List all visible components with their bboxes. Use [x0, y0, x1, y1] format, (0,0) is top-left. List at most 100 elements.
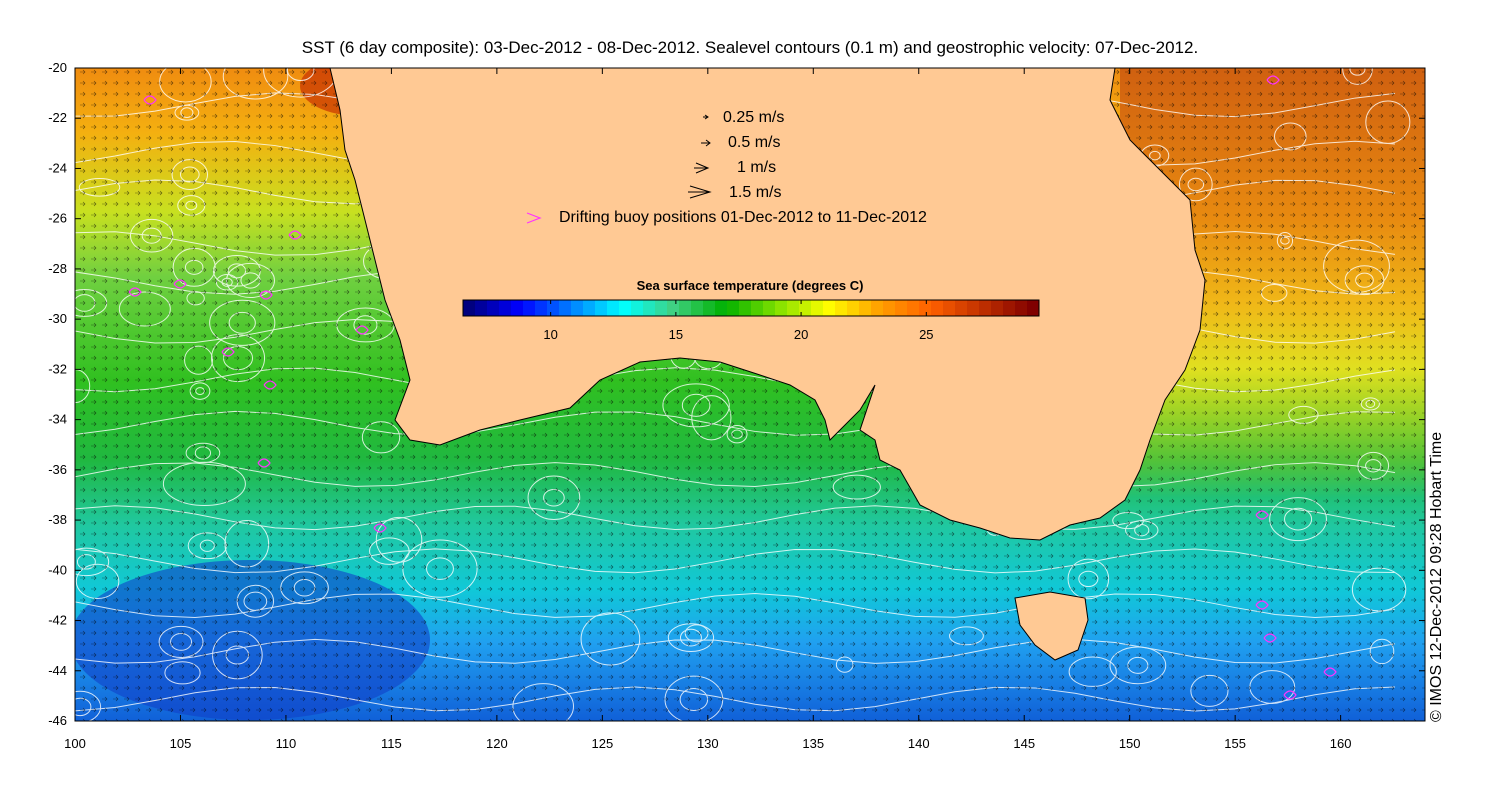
colorbar-cell — [643, 300, 656, 316]
buoy-track — [263, 380, 277, 390]
x-tick-label: 140 — [908, 736, 930, 751]
buoy-track — [143, 95, 157, 105]
colorbar-cell — [679, 300, 692, 316]
buoy-track — [1323, 667, 1337, 677]
y-tick-label: -24 — [48, 160, 67, 175]
colorbar-cell — [739, 300, 752, 316]
colorbar-cell — [907, 300, 920, 316]
y-tick-label: -32 — [48, 361, 67, 376]
colorbar-cell — [1027, 300, 1040, 316]
colorbar-cell — [895, 300, 908, 316]
buoy-track — [1263, 633, 1277, 643]
y-tick-label: -20 — [48, 60, 67, 75]
y-tick-label: -28 — [48, 261, 67, 276]
colorbar-title: Sea surface temperature (degrees C) — [637, 278, 864, 293]
y-tick-label: -44 — [48, 663, 67, 678]
x-tick-label: 160 — [1330, 736, 1352, 751]
colorbar-cell — [631, 300, 644, 316]
legend-arrow-025 — [703, 114, 709, 120]
colorbar-cell — [955, 300, 968, 316]
y-tick-label: -38 — [48, 512, 67, 527]
buoy-track — [173, 279, 187, 289]
x-tick-label: 110 — [276, 736, 297, 751]
colorbar-cell — [583, 300, 596, 316]
colorbar-cell — [691, 300, 704, 316]
colorbar-cell — [1015, 300, 1028, 316]
colorbar-cell — [487, 300, 500, 316]
colorbar-cell — [943, 300, 956, 316]
x-tick-label: 120 — [486, 736, 508, 751]
colorbar-tick-label: 25 — [919, 327, 933, 342]
colorbar-cell — [919, 300, 932, 316]
buoy-track — [1255, 510, 1269, 520]
colorbar-cell — [967, 300, 980, 316]
colorbar-cell — [595, 300, 608, 316]
x-tick-label: 125 — [591, 736, 613, 751]
x-tick-label: 115 — [381, 736, 402, 751]
buoy-track — [373, 523, 387, 533]
y-axis: -20 -22 -24 -26 -28 -30 -32 -34 -36 -38 -40 -42 -44 -… — [48, 60, 1425, 728]
colorbar-tick-label: 10 — [543, 327, 557, 342]
colorbar-cell — [775, 300, 788, 316]
colorbar-cell — [571, 300, 584, 316]
colorbar-cell — [703, 300, 716, 316]
y-tick-label: -46 — [48, 713, 67, 728]
colorbar-cell — [607, 300, 620, 316]
colorbar-cell — [991, 300, 1004, 316]
plot-frame — [74, 67, 1426, 722]
y-tick-label: -22 — [48, 110, 67, 125]
y-tick-label: -42 — [48, 613, 67, 628]
credit-label: © IMOS 12-Dec-2012 09:28 Hobart Time — [1428, 431, 1445, 722]
tasmania — [1014, 591, 1089, 661]
legend-arrow-15 — [688, 185, 712, 199]
buoy-legend-label: Drifting buoy positions 01-Dec-2012 to 1… — [559, 209, 927, 226]
buoy-track — [288, 230, 302, 240]
colorbar-cell — [667, 300, 680, 316]
colorbar-tick-label: 15 — [669, 327, 683, 342]
colorbar-cell — [655, 300, 668, 316]
buoy-track — [1255, 600, 1269, 610]
colorbar-cell — [715, 300, 728, 316]
x-tick-label: 155 — [1224, 736, 1246, 751]
y-tick-label: -36 — [48, 462, 67, 477]
buoy-track — [257, 458, 271, 468]
colorbar-cell — [535, 300, 548, 316]
y-tick-label: -40 — [48, 562, 67, 577]
colorbar-cell — [547, 300, 560, 316]
colorbar-cell — [931, 300, 944, 316]
x-tick-label: 135 — [802, 736, 824, 751]
colorbar-cell — [499, 300, 512, 316]
x-axis: 100 105 110 115 120 125 130 135 140 145 150 155 160 — [64, 68, 1351, 751]
x-tick-label: 145 — [1013, 736, 1035, 751]
colorbar-cell — [799, 300, 812, 316]
x-tick-label: 150 — [1119, 736, 1141, 751]
legend-label-15: 1.5 m/s — [729, 184, 781, 201]
buoy-track — [1283, 690, 1297, 700]
colorbar-cell — [811, 300, 824, 316]
colorbar-cell — [859, 300, 872, 316]
colorbar-cell — [511, 300, 524, 316]
colorbar-cell — [787, 300, 800, 316]
colorbar-cell — [463, 300, 476, 316]
y-tick-label: -34 — [48, 412, 67, 427]
x-tick-label: 105 — [170, 736, 192, 751]
colorbar-frame — [462, 299, 1040, 317]
colorbar-tick-label: 20 — [794, 327, 808, 342]
legend-label-1: 1 m/s — [737, 159, 776, 176]
buoy-legend-icon — [526, 212, 542, 224]
x-tick-label: 130 — [697, 736, 719, 751]
y-tick-label: -26 — [48, 211, 67, 226]
colorbar-cell — [847, 300, 860, 316]
colorbar-cell — [883, 300, 896, 316]
colorbar-cell — [835, 300, 848, 316]
y-tick-label: -30 — [48, 311, 67, 326]
colorbar-cell — [979, 300, 992, 316]
colorbar-cell — [619, 300, 632, 316]
colorbar-cell — [871, 300, 884, 316]
buoy-track — [259, 290, 273, 300]
x-tick-label: 100 — [64, 736, 86, 751]
colorbar-cell — [823, 300, 836, 316]
colorbar-cell — [751, 300, 764, 316]
colorbar-cell — [559, 300, 572, 316]
